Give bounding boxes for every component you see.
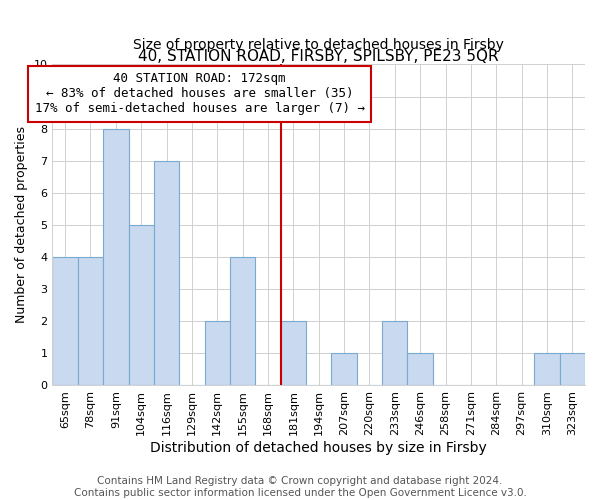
Title: 40, STATION ROAD, FIRSBY, SPILSBY, PE23 5QR: 40, STATION ROAD, FIRSBY, SPILSBY, PE23 … [139,50,499,64]
Bar [128,225,154,386]
Bar [154,160,179,386]
Bar [52,257,78,386]
Bar [205,321,230,386]
Bar [407,354,433,386]
X-axis label: Distribution of detached houses by size in Firsby: Distribution of detached houses by size … [151,441,487,455]
Bar [534,354,560,386]
Bar [560,354,585,386]
Text: Size of property relative to detached houses in Firsby: Size of property relative to detached ho… [133,38,504,52]
Y-axis label: Number of detached properties: Number of detached properties [15,126,28,324]
Bar [103,128,128,386]
Bar [230,257,256,386]
Bar [78,257,103,386]
Bar [331,354,357,386]
Text: 40 STATION ROAD: 172sqm
← 83% of detached houses are smaller (35)
17% of semi-de: 40 STATION ROAD: 172sqm ← 83% of detache… [35,72,365,116]
Bar [281,321,306,386]
Text: Contains HM Land Registry data © Crown copyright and database right 2024.
Contai: Contains HM Land Registry data © Crown c… [74,476,526,498]
Bar [382,321,407,386]
